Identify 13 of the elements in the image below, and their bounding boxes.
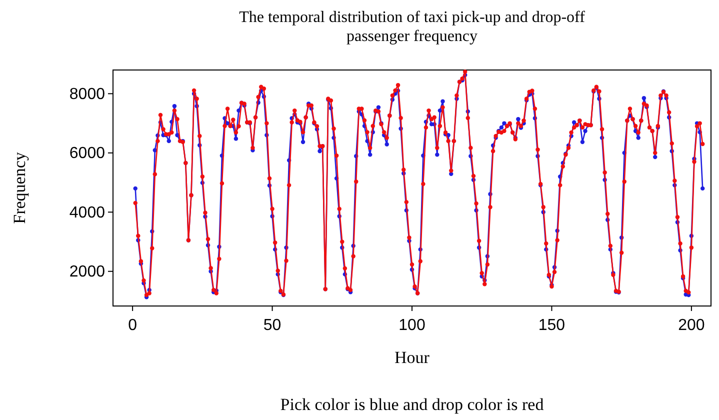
- y-tick-label: 2000: [69, 263, 106, 280]
- x-axis-title: Hour: [394, 348, 430, 367]
- y-tick-label: 4000: [69, 204, 106, 222]
- chart-title: The temporal distribution of taxi pick-up and drop-off passenger frequency: [239, 9, 586, 45]
- x-tick-label: 50: [263, 317, 282, 334]
- x-tick-label: 100: [398, 317, 426, 334]
- x-tick-label: 0: [128, 317, 138, 334]
- x-tick-label: 150: [538, 317, 566, 334]
- y-tick-label: 6000: [69, 145, 106, 162]
- y-tick-label: 8000: [69, 86, 106, 103]
- y-axis-title: Frequency: [10, 152, 29, 224]
- x-tick-label: 200: [678, 317, 705, 334]
- text: Pick color is blue and drop color is red: [280, 395, 544, 414]
